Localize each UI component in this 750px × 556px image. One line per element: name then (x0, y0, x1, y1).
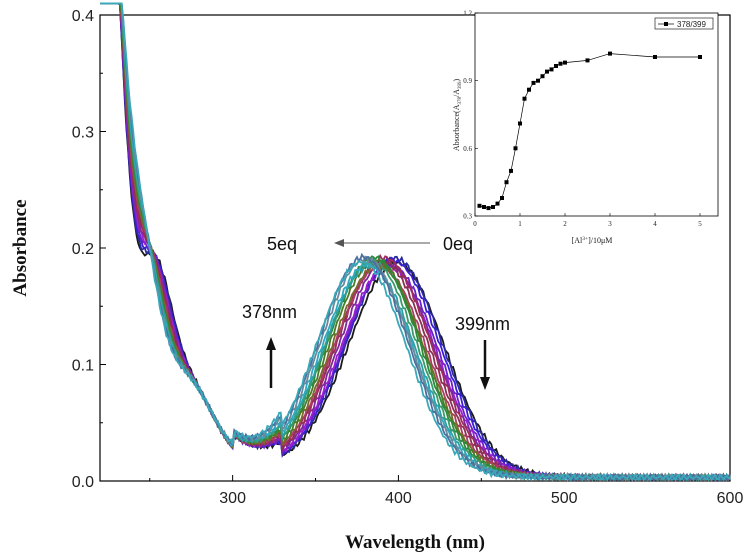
y-tick-label: 0.4 (72, 8, 94, 25)
inset-y-title-part1: Absorbance(A (452, 104, 461, 151)
inset-data-point (477, 203, 482, 208)
inset-legend-marker (664, 22, 668, 26)
annotation-0eq: 0eq (443, 234, 473, 254)
inset-data-point (504, 180, 509, 185)
spectrum-series (100, 2, 731, 482)
inset-y-title-part2: /A (452, 89, 461, 97)
inset-y-title-part3: ) (452, 79, 461, 82)
inset-y-title-sub2: 399 (458, 81, 463, 89)
inset-data-point (486, 206, 491, 211)
y-tick-label: 0.3 (72, 125, 94, 142)
inset-x-title-sup: 3+ (582, 236, 588, 242)
inset-data-point (653, 55, 657, 59)
inset-y-tick-label: 0.9 (463, 77, 472, 85)
inset-chart: 0 1 2 3 4 5 0.3 0.6 0.9 1.2 378/399 [Al3+]/10μM A… (452, 10, 719, 245)
annotation-arrow-down-head (480, 377, 490, 390)
inset-legend-label: 378/399 (677, 20, 706, 29)
inset-data-point (491, 205, 495, 209)
inset-data-point (531, 80, 536, 85)
inset-data-point (554, 64, 558, 68)
annotation-378nm: 378nm (242, 302, 297, 322)
inset-data-point (522, 96, 527, 101)
y-tick-label: 0.2 (72, 241, 94, 258)
inset-x-tick-label: 1 (518, 220, 522, 228)
inset-x-tick-label: 5 (698, 220, 702, 228)
annotation-arrow-horizontal-head (334, 239, 344, 247)
inset-x-title-part1: [Al (572, 236, 583, 245)
inset-data-point (518, 121, 522, 126)
inset-x-tick-label: 0 (473, 220, 477, 228)
main-axis-ticks: 300 400 500 600 0.0 0.1 0.2 0.3 0.4 (72, 8, 744, 507)
inset-data-point (558, 61, 563, 66)
y-axis-title: Absorbance (10, 199, 31, 296)
inset-data-point (563, 60, 567, 65)
inset-series-points (477, 51, 702, 211)
inset-data-point (585, 58, 590, 63)
inset-y-axis-title: Absorbance(A378/A399) (452, 79, 463, 152)
x-tick-label: 400 (385, 490, 412, 507)
inset-data-point (509, 168, 513, 173)
inset-x-axis-title: [Al3+]/10μM (572, 236, 613, 245)
annotation-5eq: 5eq (267, 234, 297, 254)
inset-data-point (527, 87, 531, 92)
inset-y-tick-label: 0.3 (463, 213, 472, 221)
x-tick-label: 300 (219, 490, 246, 507)
inset-y-title-sub1: 378 (458, 97, 463, 105)
inset-y-tick-label: 1.2 (463, 10, 472, 18)
inset-data-point (500, 196, 504, 200)
inset-x-tick-label: 3 (608, 220, 612, 228)
inset-legend-box (654, 17, 714, 30)
annotation-399nm: 399nm (455, 314, 510, 334)
inset-data-point (513, 146, 518, 151)
inset-y-tick-label: 0.6 (463, 145, 472, 153)
x-tick-label: 600 (717, 490, 744, 507)
inset-data-point (495, 201, 500, 206)
inset-data-point (482, 205, 486, 209)
inset-data-point (545, 69, 549, 74)
inset-x-tick-label: 4 (653, 220, 657, 228)
inset-x-title-part2: ]/10μM (588, 236, 612, 245)
x-tick-label: 500 (551, 490, 578, 507)
main-series-group (100, 2, 731, 482)
inset-axis-ticks: 0 1 2 3 4 5 0.3 0.6 0.9 1.2 (463, 10, 702, 229)
annotation-arrow-up-head (266, 337, 276, 350)
inset-data-point (698, 55, 702, 59)
inset-data-point (536, 78, 540, 83)
inset-x-tick-label: 2 (563, 220, 567, 228)
x-axis-title: Wavelength (nm) (345, 532, 485, 553)
inset-data-point (549, 67, 554, 72)
inset-data-point (540, 74, 545, 79)
inset-plot-frame (474, 12, 719, 217)
inset-data-point (608, 51, 612, 56)
y-tick-label: 0.0 (72, 474, 94, 491)
y-tick-label: 0.1 (72, 358, 94, 375)
